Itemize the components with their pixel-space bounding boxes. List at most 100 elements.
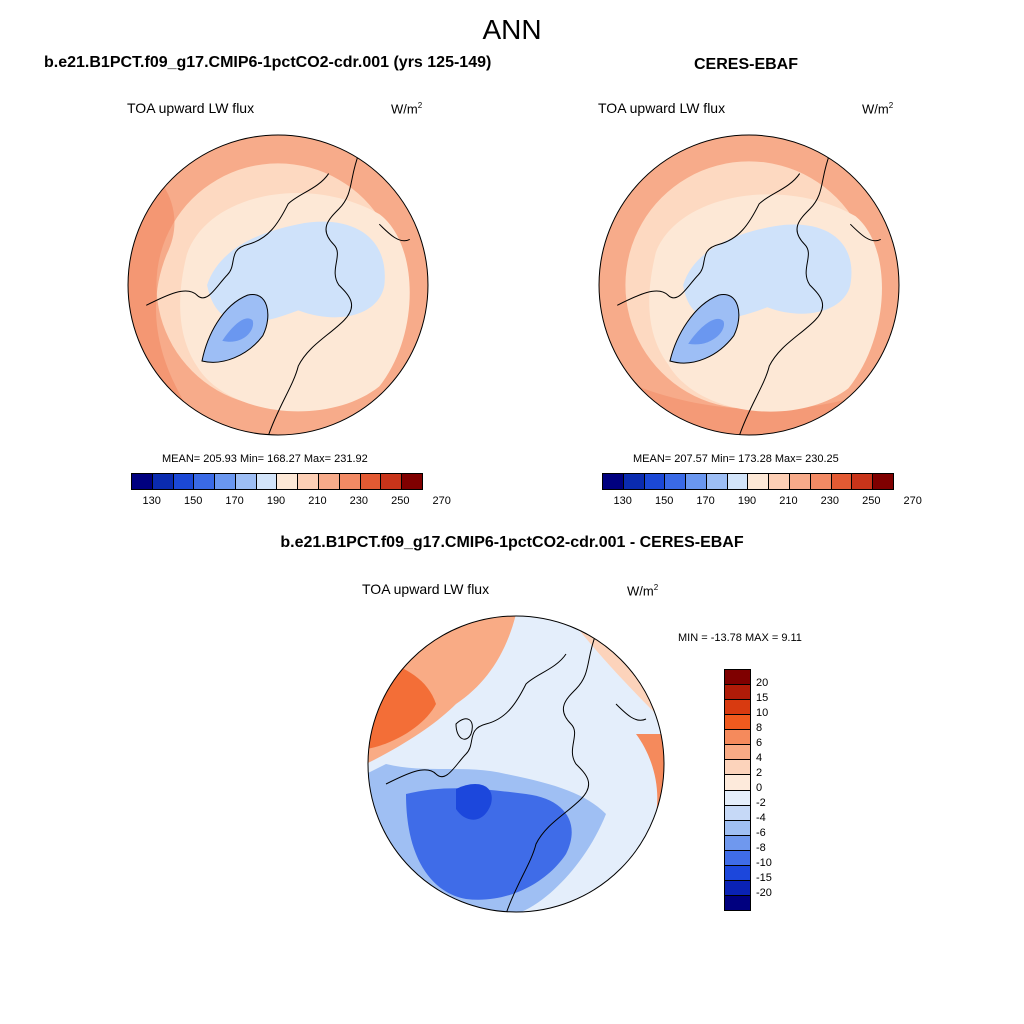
- colorbar-swatch: [725, 700, 750, 716]
- colorbar-swatch: [132, 474, 153, 489]
- colorbar-swatch: [725, 775, 750, 791]
- colorbar-tick-label: 170: [225, 495, 244, 507]
- colorbar-swatch: [725, 670, 750, 686]
- panel1-stats: MEAN= 205.93 Min= 168.27 Max= 231.92: [162, 453, 368, 465]
- colorbar-swatch: [215, 474, 236, 489]
- panel1-colorbar: [131, 473, 423, 490]
- colorbar-swatch: [725, 865, 750, 881]
- colorbar-swatch: [194, 474, 216, 489]
- colorbar-swatch: [725, 730, 750, 746]
- colorbar-swatch: [769, 474, 791, 489]
- colorbar-tick-label: 4: [756, 752, 763, 764]
- colorbar-swatch: [152, 474, 174, 489]
- colorbar-swatch: [402, 474, 422, 489]
- colorbar-tick-label: -20: [756, 887, 772, 899]
- colorbar-tick-label: -6: [756, 827, 766, 839]
- panel3-blue-core: [406, 788, 572, 900]
- colorbar-swatch: [725, 685, 750, 701]
- colorbar-swatch: [603, 474, 624, 489]
- colorbar-tick-label: 210: [779, 495, 798, 507]
- colorbar-swatch: [725, 895, 750, 910]
- panel1-greenland-core: [222, 318, 254, 342]
- colorbar-tick-label: 6: [756, 737, 763, 749]
- colorbar-tick-label: 210: [308, 495, 327, 507]
- panel3-coast: [385, 633, 647, 912]
- panel3-dark-streak: [456, 784, 492, 820]
- colorbar-swatch: [725, 805, 750, 821]
- colorbar-tick-label: 270: [903, 495, 922, 507]
- colorbar-swatch: [623, 474, 645, 489]
- colorbar-swatch: [725, 745, 750, 761]
- colorbar-tick-label: -10: [756, 857, 772, 869]
- colorbar-swatch: [360, 474, 382, 489]
- colorbar-swatch: [831, 474, 853, 489]
- colorbar-swatch: [727, 474, 749, 489]
- colorbar-tick-label: 20: [756, 677, 769, 689]
- panel3-map: [367, 615, 665, 913]
- colorbar-tick-label: 150: [654, 495, 674, 507]
- panel3-warm-east: [636, 734, 664, 814]
- colorbar-swatch: [748, 474, 770, 489]
- panel3-variable: TOA upward LW flux: [362, 581, 490, 597]
- colorbar-swatch: [644, 474, 666, 489]
- panel3-units: W/m2: [627, 583, 659, 599]
- colorbar-tick-label: 130: [142, 495, 161, 507]
- colorbar-swatch: [686, 474, 707, 489]
- panel1-title: b.e21.B1PCT.f09_g17.CMIP6-1pctCO2-cdr.00…: [44, 54, 492, 71]
- colorbar-tick-label: 170: [696, 495, 715, 507]
- colorbar-tick-label: -8: [756, 842, 766, 854]
- colorbar-tick-label: 270: [432, 495, 451, 507]
- colorbar-tick-label: -2: [756, 797, 766, 809]
- colorbar-tick-label: -4: [756, 812, 766, 824]
- colorbar-swatch: [665, 474, 687, 489]
- panel1-coast: [146, 153, 410, 435]
- colorbar-swatch: [725, 850, 750, 866]
- panel2-stats: MEAN= 207.57 Min= 173.28 Max= 230.25: [633, 453, 839, 465]
- colorbar-tick-label: 150: [183, 495, 203, 507]
- panel2-variable: TOA upward LW flux: [598, 100, 726, 116]
- colorbar-swatch: [725, 790, 750, 806]
- colorbar-swatch: [725, 715, 750, 731]
- panel2-greenland-core: [688, 318, 725, 345]
- colorbar-tick-label: 250: [862, 495, 881, 507]
- colorbar-swatch: [725, 880, 750, 896]
- colorbar-swatch: [790, 474, 811, 489]
- panel3-colorbar-ticks: 20 15 10 8 6 4 2 0 -2 -4 -6 -8 -10 -15 -20: [756, 669, 796, 909]
- colorbar-swatch: [256, 474, 278, 489]
- colorbar-swatch: [381, 474, 403, 489]
- panel3-stats: MIN = -13.78 MAX = 9.11: [678, 632, 802, 644]
- colorbar-swatch: [319, 474, 340, 489]
- colorbar-swatch: [235, 474, 257, 489]
- panel2-colorbar: [602, 473, 894, 490]
- colorbar-swatch: [277, 474, 299, 489]
- colorbar-swatch: [173, 474, 195, 489]
- colorbar-swatch: [725, 760, 750, 776]
- colorbar-tick-label: 250: [391, 495, 410, 507]
- colorbar-tick-label: 230: [349, 495, 369, 507]
- colorbar-tick-label: 0: [756, 782, 763, 794]
- colorbar-swatch: [852, 474, 874, 489]
- colorbar-tick-label: 190: [266, 495, 286, 507]
- panel2-units: W/m2: [862, 101, 894, 117]
- colorbar-swatch: [873, 474, 893, 489]
- panel3-title: b.e21.B1PCT.f09_g17.CMIP6-1pctCO2-cdr.00…: [280, 534, 744, 551]
- colorbar-swatch: [725, 820, 750, 836]
- panel2-title: CERES-EBAF: [694, 56, 799, 73]
- colorbar-swatch: [706, 474, 728, 489]
- colorbar-swatch: [725, 835, 750, 851]
- panel2-map: [598, 134, 900, 436]
- panel1-units: W/m2: [391, 101, 423, 117]
- panel2-coast: [617, 153, 881, 435]
- panel1-variable: TOA upward LW flux: [127, 100, 255, 116]
- colorbar-tick-label: 15: [756, 692, 769, 704]
- panel1-map: [127, 134, 429, 436]
- colorbar-swatch: [339, 474, 361, 489]
- colorbar-tick-label: 2: [756, 767, 763, 779]
- panel3-colorbar: [724, 669, 751, 911]
- figure-title: ANN: [482, 14, 542, 45]
- colorbar-tick-label: 230: [820, 495, 840, 507]
- colorbar-tick-label: -15: [756, 872, 772, 884]
- colorbar-tick-label: 10: [756, 707, 769, 719]
- colorbar-tick-label: 190: [737, 495, 757, 507]
- colorbar-swatch: [810, 474, 832, 489]
